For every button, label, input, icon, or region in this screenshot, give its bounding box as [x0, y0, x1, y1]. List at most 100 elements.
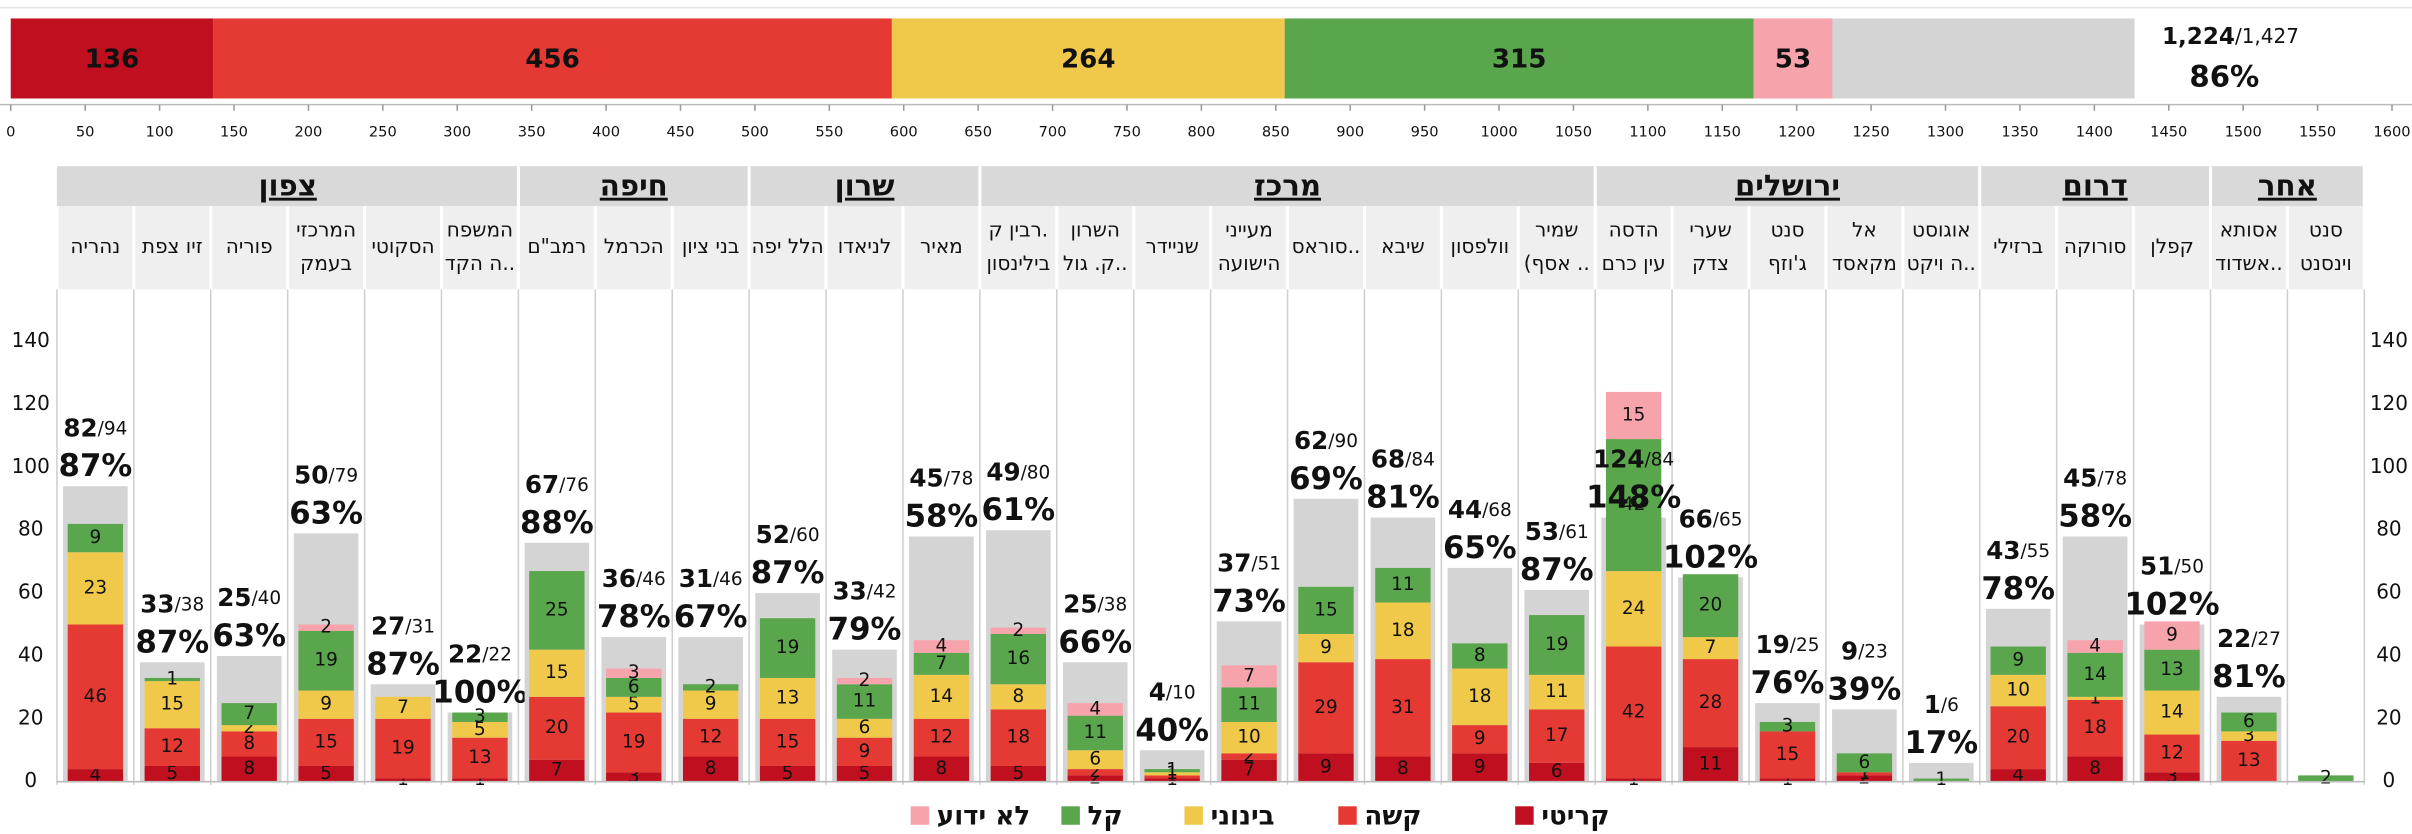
segment-label: 3 [2166, 766, 2178, 787]
occupancy-label: 33/42 [833, 577, 897, 606]
legend-swatch [1184, 806, 1203, 825]
summary-tick-label: 1600 [2373, 123, 2410, 140]
summary-tick-label: 500 [741, 123, 769, 140]
capacity-value: 46 [642, 569, 665, 590]
separator: / [636, 569, 643, 590]
summary-tick-label: 0 [6, 123, 15, 140]
segment-label: 8 [1397, 758, 1409, 779]
occupancy-label: 22/22 [448, 640, 512, 669]
category-label: המשפח [447, 217, 513, 241]
summary-segment-label: 456 [525, 45, 580, 75]
bar-segment [836, 765, 893, 782]
summary-tick-label: 550 [815, 123, 843, 140]
bar-segment [1605, 646, 1662, 779]
segment-label: 12 [161, 736, 184, 757]
y-tick-label: 0 [24, 768, 37, 792]
summary-segment [213, 18, 892, 99]
separator: / [482, 645, 489, 666]
separator: / [1098, 594, 1105, 615]
bar-segment [2067, 652, 2123, 697]
occupied-value: 45 [909, 464, 943, 493]
percent-label: 88% [520, 505, 594, 541]
capacity-value: 60 [796, 525, 819, 546]
segment-label: 1 [474, 769, 486, 790]
capacity-value: 23 [1864, 641, 1887, 662]
bar-segment [682, 684, 739, 691]
occupied-value: 43 [1986, 536, 2020, 565]
bar-segment [298, 718, 354, 766]
bar-segment [759, 765, 816, 782]
capacity-value: 55 [2027, 541, 2050, 562]
segment-label: 9 [2012, 650, 2024, 671]
bar-segment [1298, 586, 1354, 634]
segment-label: 9 [1474, 728, 1486, 749]
segment-label: 13 [2160, 659, 2183, 680]
segment-label: 11 [1699, 753, 1722, 774]
percent-label: 100% [432, 675, 527, 711]
legend-swatch [1515, 806, 1534, 825]
separator: / [944, 469, 951, 490]
category-label: זיו צפת [142, 234, 203, 258]
category-label: סנט [1770, 217, 1804, 241]
summary-tick-label: 950 [1411, 123, 1439, 140]
legend-label: קל [1088, 802, 1123, 832]
segment-label: 7 [397, 697, 409, 718]
occupied-value: 53 [1525, 517, 1559, 546]
segment-label: 1 [1166, 763, 1178, 784]
bar-segment [2144, 690, 2200, 735]
segment-label: 1 [2089, 687, 2101, 708]
category-label: הישועה [1218, 251, 1281, 275]
category-label: ברזילי [1993, 234, 2043, 258]
bar-segment [1990, 769, 2046, 782]
category-label: עין כרם [1602, 251, 1666, 275]
percent-label: 17% [1904, 725, 1978, 761]
bar-segment [1913, 778, 1969, 782]
separator: / [1713, 509, 1720, 530]
segment-label: 9 [320, 694, 332, 715]
y-tick-label-right: 20 [2376, 705, 2401, 729]
capacity-value: 38 [1104, 594, 1127, 615]
occupancy-label: 124/84 [1593, 445, 1674, 474]
bar-segment [375, 778, 431, 782]
segment-label: 5 [628, 694, 640, 715]
segment-label: 2 [1859, 768, 1871, 789]
segment-label: 3 [1782, 716, 1794, 737]
bar-segment [1605, 778, 1662, 782]
bar-segment [1990, 706, 2046, 770]
percent-label: 69% [1289, 461, 1363, 497]
bar-segment [1067, 715, 1123, 751]
occupancy-label: 43/55 [1986, 536, 2050, 565]
summary-tick-label: 650 [964, 123, 992, 140]
segment-label: 14 [2160, 702, 2183, 723]
segment-label: 13 [776, 687, 799, 708]
bar-segment [67, 769, 124, 782]
separator: / [1021, 462, 1028, 483]
bar-segment [2144, 734, 2200, 773]
segment-label: 8 [243, 733, 255, 754]
percent-label: 102% [2125, 587, 2220, 623]
segment-label: 42 [1622, 702, 1645, 723]
bar-segment [1452, 725, 1508, 754]
bar-segment [2067, 756, 2123, 782]
segment-label: 3 [628, 662, 640, 683]
category-label: אשדוד.. [2215, 251, 2283, 275]
category-label: שניידר [1145, 234, 1198, 258]
segment-label: 8 [936, 758, 948, 779]
occupied-value: 62 [1294, 426, 1328, 455]
bar-segment [990, 633, 1047, 685]
bar-segment [913, 640, 970, 653]
bar-segment [759, 677, 816, 719]
summary-tick-label: 1250 [1853, 123, 1890, 140]
bar-segment [221, 731, 277, 757]
capacity-value: 27 [2257, 629, 2280, 650]
summary-tick-label: 1300 [1927, 123, 1964, 140]
segment-label: 24 [1622, 598, 1645, 619]
capacity-value: 61 [1565, 522, 1588, 543]
percent-label: 87% [1520, 552, 1594, 588]
bar-segment [1375, 567, 1431, 603]
occupied-value: 36 [602, 564, 636, 593]
bar-segment [1298, 662, 1354, 754]
category-label: צדק [1692, 251, 1729, 275]
category-label: בילינסון [986, 251, 1050, 275]
separator: / [1166, 682, 1173, 703]
